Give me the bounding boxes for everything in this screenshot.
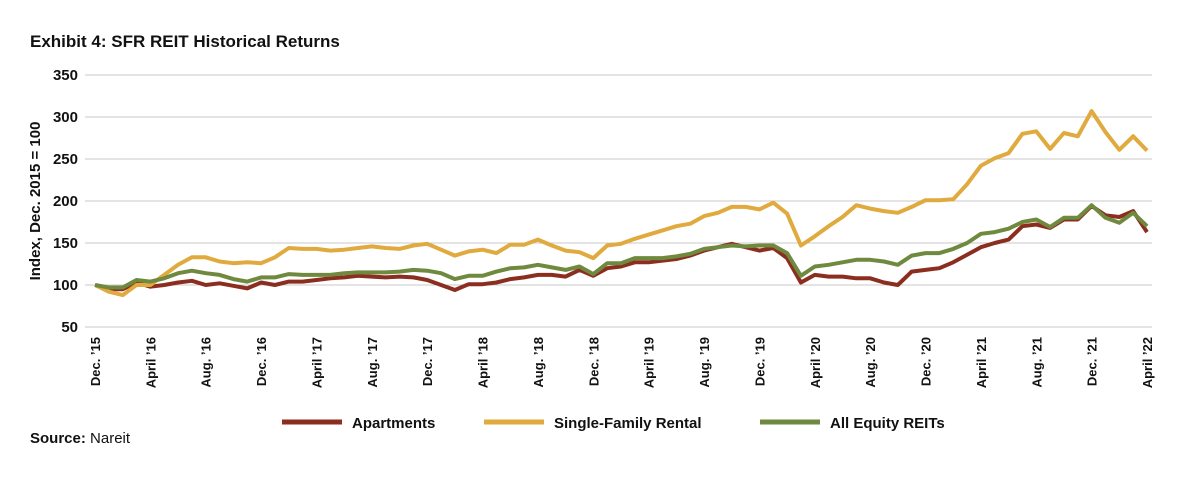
y-tick-label: 150 [53, 235, 78, 252]
x-tick-label: April ’17 [309, 337, 324, 388]
x-tick-label: Dec. ’16 [254, 337, 269, 386]
y-tick-label: 350 [53, 67, 78, 84]
legend-label: Single-Family Rental [554, 415, 702, 432]
y-tick-label: 300 [53, 109, 78, 126]
y-tick-label: 100 [53, 277, 78, 294]
source-label: Source: [30, 430, 86, 447]
x-tick-label: April ’19 [642, 337, 657, 388]
x-tick-label: April ’20 [808, 337, 823, 388]
chart-title: Exhibit 4: SFR REIT Historical Returns [30, 32, 340, 51]
source: Source: Nareit [30, 430, 131, 447]
x-tick-label: April ’16 [143, 337, 158, 388]
x-tick-label: Aug. ’19 [697, 337, 712, 388]
y-tick-label: 250 [53, 151, 78, 168]
source-text: Nareit [90, 430, 131, 447]
x-tick-label: April ’18 [476, 337, 491, 388]
x-tick-label: Dec. ’20 [919, 337, 934, 386]
x-tick-label: Dec. ’19 [752, 337, 767, 386]
x-tick-label: Dec. ’18 [586, 337, 601, 386]
y-tick-label: 50 [61, 319, 78, 336]
y-tick-label: 200 [53, 193, 78, 210]
x-tick-label: Aug. ’17 [365, 337, 380, 388]
x-tick-label: Aug. ’18 [531, 337, 546, 388]
x-tick-label: April ’22 [1140, 337, 1155, 388]
x-tick-label: Aug. ’20 [863, 337, 878, 388]
x-tick-label: Aug. ’21 [1029, 337, 1044, 388]
x-tick-label: Dec. ’15 [88, 337, 103, 386]
legend-label: Apartments [352, 415, 435, 432]
series-line [94, 109, 1149, 298]
x-tick-label: Dec. ’17 [420, 337, 435, 386]
x-tick-label: April ’21 [974, 337, 989, 388]
y-axis-label: Index, Dec. 2015 = 100 [27, 122, 44, 281]
series-line [94, 204, 1149, 292]
x-tick-label: Aug. ’16 [199, 337, 214, 388]
x-tick-label: Dec. ’21 [1085, 337, 1100, 386]
legend-label: All Equity REITs [830, 415, 945, 432]
series-line [94, 203, 1149, 290]
